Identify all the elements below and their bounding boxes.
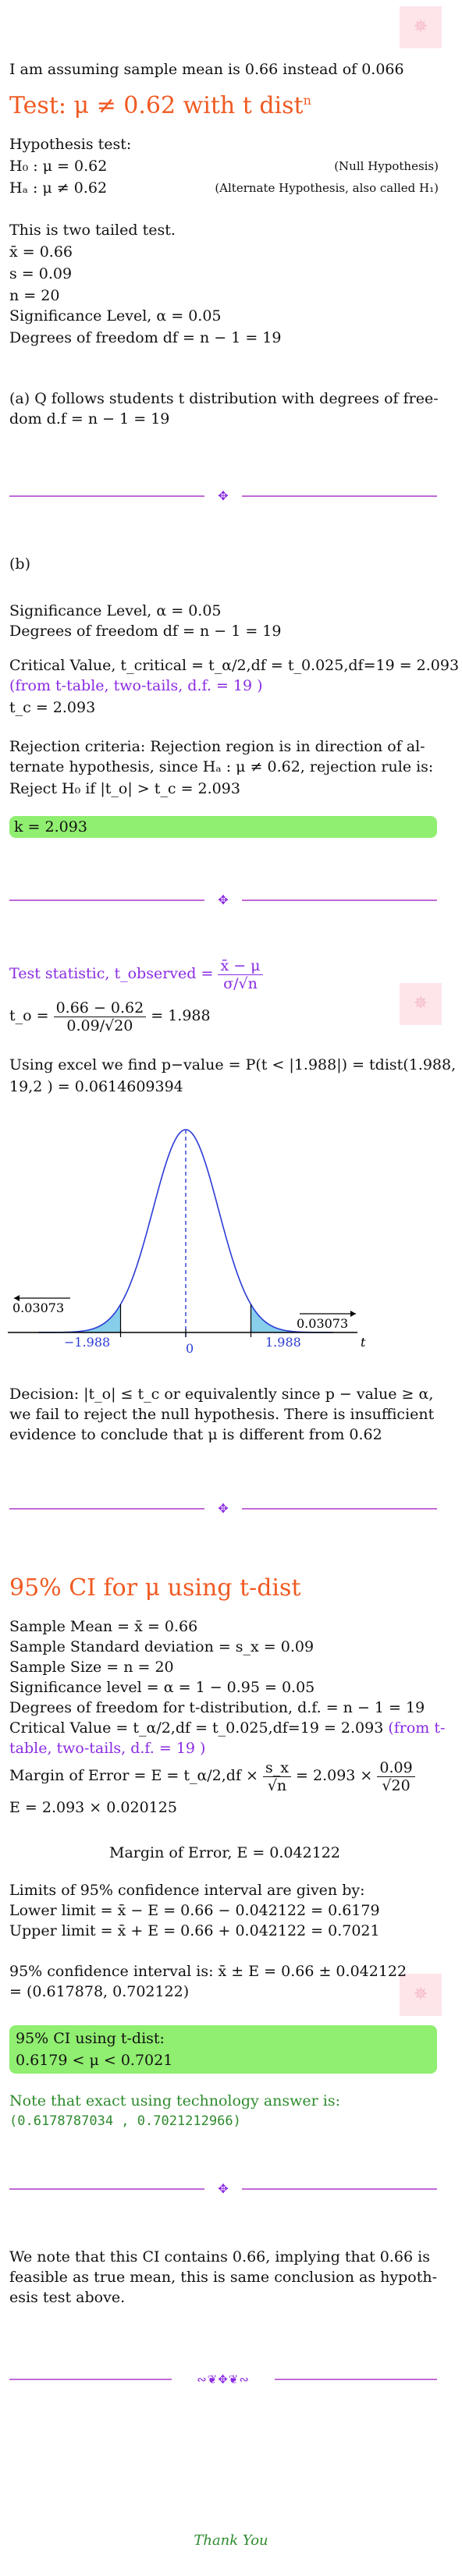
excel-line-1: Using excel we find p−value = P(t < |1.9… bbox=[9, 1056, 457, 1073]
right-cutoff-label: 1.988 bbox=[265, 1335, 301, 1350]
decision-line-2: we fail to reject the null hypothesis. T… bbox=[9, 1406, 435, 1423]
section-divider: ✥ bbox=[9, 1501, 437, 1517]
rejection-line-1: Rejection criteria: Rejection region is … bbox=[9, 738, 425, 755]
significance-level: Significance Level, α = 0.05 bbox=[9, 307, 222, 325]
ornament-divider: ∾❦✥❦∾ bbox=[9, 2372, 437, 2387]
conclusion-line-2: feasible as true mean, this is same conc… bbox=[9, 2269, 437, 2286]
section-divider: ✥ bbox=[9, 2181, 437, 2197]
k-answer-box: k = 2.093 bbox=[9, 816, 437, 838]
rejection-line-3: Reject H₀ if |t_o| > t_c = 2.093 bbox=[9, 780, 240, 797]
sample-mean: x̄ = 0.66 bbox=[9, 243, 73, 261]
left-tail-value: 0.03073 bbox=[12, 1300, 64, 1315]
ci-sample-mean: Sample Mean = x̄ = 0.66 bbox=[9, 1618, 198, 1635]
lower-limit: Lower limit = x̄ − E = 0.66 − 0.042122 =… bbox=[9, 1902, 380, 1919]
part-b-label: (b) bbox=[9, 555, 30, 573]
intro-text: I am assuming sample mean is 0.66 instea… bbox=[9, 61, 404, 78]
k-answer-text: k = 2.093 bbox=[14, 818, 87, 836]
conclusion-line-3: esis test above. bbox=[9, 2289, 126, 2306]
ci-sample-sd: Sample Standard deviation = s_x = 0.09 bbox=[9, 1638, 315, 1655]
ci-interval-line-2: = (0.617878, 0.702122) bbox=[9, 1983, 190, 2000]
part-a-line-2: dom d.f = n − 1 = 19 bbox=[9, 410, 170, 428]
sample-size: n = 20 bbox=[9, 287, 60, 304]
section-divider: ✥ bbox=[9, 892, 437, 908]
ci-significance: Significance level = α = 1 − 0.95 = 0.05 bbox=[9, 1679, 315, 1696]
t-critical: t_c = 2.093 bbox=[9, 699, 96, 716]
ci-sample-size: Sample Size = n = 20 bbox=[9, 1659, 174, 1676]
part-a-line-1: (a) Q follows students t distribution wi… bbox=[9, 390, 439, 407]
rejection-line-2: ternate hypothesis, since Hₐ : μ ≠ 0.62,… bbox=[9, 758, 434, 775]
margin-of-error-formula: Margin of Error = E = t_α/2,df × s_x √n =… bbox=[9, 1758, 415, 1794]
upper-limit: Upper limit = x̄ + E = 0.66 + 0.042122 =… bbox=[9, 1922, 380, 1939]
margin-of-error-result: Margin of Error, E = 0.042122 bbox=[109, 1844, 340, 1861]
right-arrowhead-icon bbox=[350, 1311, 356, 1317]
ci-critical-value: Critical Value = t_α/2,df = t_0.025,df=1… bbox=[9, 1719, 446, 1737]
decision-line-1: Decision: |t_o| ≤ t_c or equivalently si… bbox=[9, 1386, 434, 1403]
decorative-stamp-icon: ✵ bbox=[400, 6, 442, 48]
excel-line-2: 19,2 ) = 0.0614609394 bbox=[9, 1078, 183, 1095]
left-cutoff-label: −1.988 bbox=[64, 1335, 110, 1350]
degrees-of-freedom: Degrees of freedom df = n − 1 = 19 bbox=[9, 329, 282, 346]
thank-you-text: Thank You bbox=[194, 2532, 268, 2549]
b-significance-level: Significance Level, α = 0.05 bbox=[9, 602, 222, 619]
two-tailed-text: This is two tailed test. bbox=[9, 222, 176, 239]
null-hypothesis: H₀ : μ = 0.62 bbox=[9, 158, 108, 175]
ci-degrees-freedom: Degrees of freedom for t-distribution, d… bbox=[9, 1699, 425, 1716]
b-degrees-of-freedom: Degrees of freedom df = n − 1 = 19 bbox=[9, 623, 282, 640]
right-tail-area bbox=[251, 1304, 333, 1332]
t-observed-calc: t_o = 0.66 − 0.62 0.09/√20 = 1.988 bbox=[9, 999, 211, 1034]
null-hypothesis-note: (Null Hypothesis) bbox=[334, 159, 439, 173]
hypothesis-test-label: Hypothesis test: bbox=[9, 136, 132, 153]
ci-answer-box: 95% CI using t-dist: 0.6179 < μ < 0.7021 bbox=[9, 2025, 437, 2074]
technology-values: (0.6178787034 , 0.7021212966) bbox=[9, 2113, 241, 2129]
limits-label: Limits of 95% confidence interval are gi… bbox=[9, 1882, 365, 1899]
axis-variable-label: t bbox=[361, 1335, 366, 1350]
ci-critical-note: table, two-tails, d.f. = 19 ) bbox=[9, 1740, 206, 1757]
left-arrowhead-icon bbox=[14, 1295, 20, 1301]
ci-answer-line-2: 0.6179 < μ < 0.7021 bbox=[16, 2052, 173, 2069]
alternate-hypothesis: Hₐ : μ ≠ 0.62 bbox=[9, 179, 108, 197]
from-table-note: (from t-table, two-tails, d.f. = 19 ) bbox=[9, 677, 263, 694]
decision-line-3: evidence to conclude that μ is different… bbox=[9, 1426, 382, 1443]
conclusion-line-1: We note that this CI contains 0.66, impl… bbox=[9, 2248, 430, 2266]
section-divider: ✥ bbox=[9, 488, 437, 504]
ci-interval-line-1: 95% confidence interval is: x̄ ± E = 0.6… bbox=[9, 1963, 407, 1980]
t-distribution-graph: 0.03073 0.03073 −1.988 1.988 0 t bbox=[8, 1129, 366, 1356]
center-label: 0 bbox=[186, 1341, 194, 1356]
decorative-stamp-icon: ✵ bbox=[400, 983, 442, 1025]
sample-sd: s = 0.09 bbox=[9, 265, 73, 282]
test-statistic: Test statistic, t_observed = x̄ − μ σ/√n bbox=[9, 956, 263, 992]
technology-note: Note that exact using technology answer … bbox=[9, 2092, 341, 2109]
left-tail-area bbox=[38, 1304, 121, 1332]
alternate-hypothesis-note: (Alternate Hypothesis, also called H₁) bbox=[215, 181, 439, 195]
right-tail-value: 0.03073 bbox=[297, 1316, 348, 1331]
decorative-stamp-icon: ✵ bbox=[400, 1974, 442, 2016]
test-heading: Test: μ ≠ 0.62 with t distn bbox=[9, 92, 311, 119]
ci-answer-line-1: 95% CI using t-dist: bbox=[16, 2030, 165, 2047]
margin-of-error-calc: E = 2.093 × 0.020125 bbox=[9, 1799, 177, 1816]
ci-heading: 95% CI for μ using t-dist bbox=[9, 1574, 301, 1602]
critical-value: Critical Value, t_critical = t_α/2,df = … bbox=[9, 657, 460, 674]
